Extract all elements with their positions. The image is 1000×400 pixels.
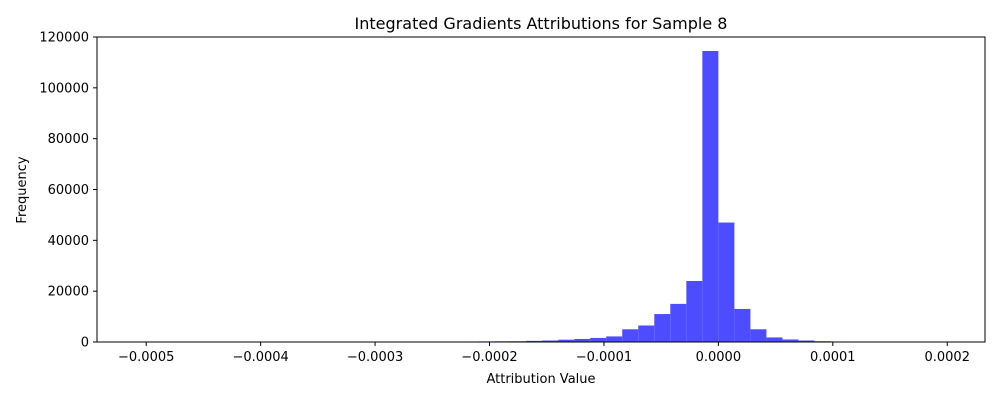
histogram-bar-17	[638, 325, 655, 342]
y-tick-label: 100000	[39, 81, 89, 96]
x-tick-label: −0.0004	[232, 350, 288, 365]
histogram-bar-12	[558, 339, 575, 342]
histogram-bar-26	[782, 339, 799, 342]
x-tick-label: −0.0001	[576, 350, 632, 365]
y-tick-label: 80000	[48, 132, 89, 147]
x-tick-label: 0.0000	[696, 350, 742, 365]
histogram-bar-21	[702, 50, 719, 342]
chart-title: Integrated Gradients Attributions for Sa…	[355, 14, 728, 33]
plot-frame	[96, 36, 986, 343]
histogram-bar-11	[542, 340, 559, 342]
y-tick-label: 60000	[48, 183, 89, 198]
histogram-bar-10	[526, 340, 543, 342]
x-tick-label: −0.0003	[347, 350, 403, 365]
histogram-bar-14	[590, 337, 607, 342]
histogram-bar-23	[734, 308, 751, 342]
x-tick-label: 0.0002	[924, 350, 970, 365]
y-axis-label: Frequency	[15, 156, 30, 223]
histogram-bar-25	[766, 337, 783, 342]
y-tick-label: 40000	[48, 234, 89, 249]
histogram-bar-22	[718, 222, 735, 342]
x-tick-label: −0.0002	[461, 350, 517, 365]
x-axis-label: Attribution Value	[486, 372, 595, 387]
x-axis: −0.0005 −0.0004 −0.0003 −0.0002 −0.0001 0.000…	[118, 342, 970, 365]
histogram-bar-20	[686, 281, 703, 342]
histogram-bar-16	[622, 329, 639, 342]
histogram-bar-19	[670, 303, 687, 343]
histogram-bar-13	[574, 338, 591, 342]
y-tick-label: 0	[81, 336, 89, 351]
y-tick-label: 120000	[39, 31, 89, 46]
x-tick-label: −0.0005	[118, 350, 174, 365]
x-tick-label: 0.0001	[810, 350, 856, 365]
histogram-bar-18	[654, 314, 671, 342]
histogram-bar-24	[750, 329, 767, 342]
y-tick-label: 20000	[48, 285, 89, 300]
histogram-bar-27	[798, 340, 815, 342]
y-axis: 0 20000 40000 60000 80000 100000 120000	[39, 31, 97, 351]
histogram-bar-15	[606, 336, 623, 342]
bars	[365, 50, 863, 343]
